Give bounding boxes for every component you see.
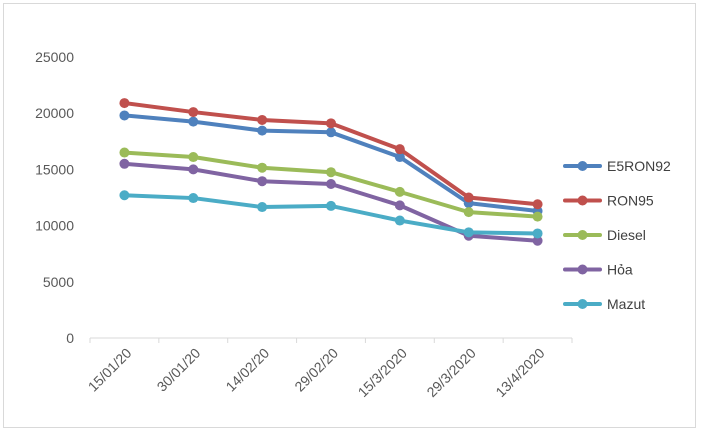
data-point [326,167,336,178]
legend-label: RON95 [607,193,654,209]
data-point [257,176,268,187]
data-point [188,107,199,118]
series-ron95 [119,98,543,210]
legend-label: Hỏa [607,262,633,278]
data-point [119,110,130,121]
legend-swatch-marker [577,299,588,309]
series-diesel [119,147,543,222]
data-point [326,179,336,190]
data-point [463,227,474,238]
series-line [122,101,540,207]
y-tick-label: 25000 [35,49,74,65]
data-point [188,152,199,163]
x-tick-label: 15/01/20 [85,345,135,395]
data-point [257,125,268,136]
data-point [532,199,543,210]
data-point [394,200,405,211]
data-point [394,152,405,163]
y-tick-label: 10000 [35,218,74,234]
data-point [532,228,543,239]
y-tick-label: 0 [66,330,74,346]
legend-label: Mazut [607,296,645,312]
data-point [463,207,474,218]
data-point [463,192,474,203]
data-point [326,118,336,129]
y-axis: 0 5000 10000 15000 20000 25000 [35,49,74,346]
legend-swatch-marker [577,230,588,240]
x-tick-label: 29/3/2020 [423,345,479,401]
data-point [119,147,130,158]
chart-frame [3,3,696,428]
x-tick-label: 29/02/20 [291,345,341,395]
data-point [119,98,130,109]
legend-item: RON95 [563,193,654,209]
x-tick-label: 30/01/20 [154,345,204,395]
legend-swatch-marker [577,195,588,206]
y-tick-label: 20000 [35,105,74,121]
legend-swatch-marker [577,161,588,171]
x-tick-label: 15/3/2020 [355,345,411,401]
x-tick-label: 13/4/2020 [492,345,548,401]
x-tick-label: 14/02/20 [222,345,272,395]
data-point [257,162,268,173]
data-point [188,164,199,175]
data-point [257,114,268,125]
y-tick-label: 5000 [43,274,74,290]
legend-label: E5RON92 [607,158,671,174]
series-mazut [119,190,543,239]
data-point [188,193,199,204]
data-point [532,235,543,246]
legend-swatch-marker [577,264,588,275]
series-layer [119,98,543,246]
data-point [394,186,405,197]
legend-label: Diesel [607,227,646,243]
data-point [257,202,268,213]
data-point [119,190,130,201]
data-point [188,116,199,127]
series-e5ron92 [119,110,543,216]
legend-item: E5RON92 [563,158,671,174]
legend-item: Hỏa [563,262,633,278]
data-point [326,127,336,138]
legend-item: Diesel [563,227,646,243]
data-point [326,200,336,211]
data-point [394,144,405,155]
data-point [394,215,405,226]
y-tick-label: 15000 [35,161,74,177]
data-point [532,211,543,222]
x-axis: 15/01/20 30/01/20 14/02/20 29/02/20 15/3/202… [85,337,573,401]
legend-item: Mazut [563,296,645,312]
data-point [119,158,130,169]
legend: E5RON92 RON95 Diesel Hỏa Mazut [563,158,671,312]
